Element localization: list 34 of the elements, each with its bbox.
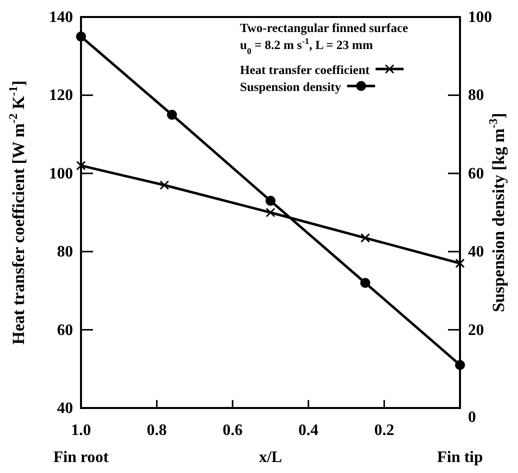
point [76,160,86,170]
y2-tick-label: 0 [468,409,476,426]
y-tick-label: 40 [57,400,73,417]
y2-tick-label: 100 [468,9,492,26]
point [76,32,86,42]
x-tick-label: 0.2 [374,422,394,439]
y-tick-label: 60 [57,322,73,339]
text: Fin root [53,449,110,466]
legend-label: Heat transfer coefficient [240,63,370,77]
x-tick-label: 1.0 [71,422,91,439]
y-tick-label: 80 [57,244,73,261]
x-axis-title: x/L [258,449,282,466]
point [360,278,370,288]
point [160,180,170,190]
y2-tick-label: 60 [468,165,484,182]
point [455,360,465,370]
point [266,196,276,206]
point [455,258,465,268]
annotation: Two-rectangular finned surface [240,21,408,35]
y-tick-label: 120 [49,87,73,104]
y2-tick-label: 20 [468,322,484,339]
text: Fin tip [437,449,483,466]
y-tick-label: 100 [49,165,73,182]
x-tick-label: 0.6 [222,422,243,439]
y2-tick-label: 40 [468,244,484,261]
x-tick-label: 0.8 [146,422,167,439]
x-tick-label: 0.4 [298,422,318,439]
point [266,208,276,218]
point [360,233,370,243]
y-tick-label: 140 [49,9,73,26]
annotation: u$_{0}$ = 8.2 m s$^{-1}$, L = 23 mm [240,36,374,56]
legend-label: Suspension density [240,80,342,94]
y2-tick-label: 80 [468,87,484,104]
point [166,110,177,120]
